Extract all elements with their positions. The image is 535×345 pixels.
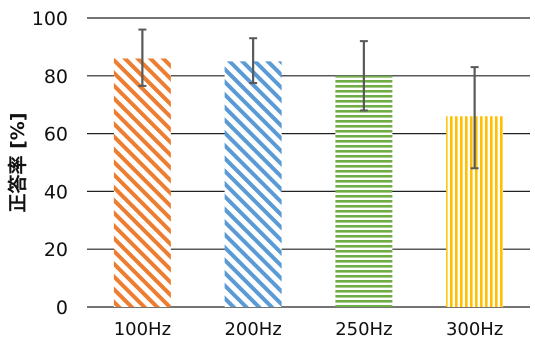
bar-100Hz [113, 58, 171, 308]
x-tick-label: 300Hz [446, 319, 503, 340]
x-tick-label: 250Hz [335, 319, 392, 340]
y-tick-label: 0 [56, 297, 68, 319]
error-bar-200Hz [249, 37, 258, 85]
error-bar-250Hz [359, 40, 368, 112]
y-tick-label: 40 [44, 181, 68, 203]
y-tick-label: 60 [44, 124, 68, 146]
y-tick-label: 20 [44, 239, 68, 261]
error-bar-300Hz [470, 66, 479, 170]
x-tick-label: 200Hz [224, 319, 281, 340]
bar-200Hz [224, 61, 282, 307]
y-axis-ticks: 0 20 40 60 80 100 [32, 8, 68, 319]
error-bars [138, 28, 479, 170]
bars [113, 58, 504, 308]
x-tick-label: 100Hz [114, 319, 171, 340]
error-bar-100Hz [138, 28, 147, 87]
x-axis-ticks: 100Hz 200Hz 250Hz 300Hz [114, 319, 504, 340]
y-axis-label: 正答率 [%] [6, 112, 29, 212]
y-tick-label: 100 [32, 8, 68, 30]
bar-250Hz [335, 75, 393, 307]
y-tick-label: 80 [44, 66, 68, 88]
